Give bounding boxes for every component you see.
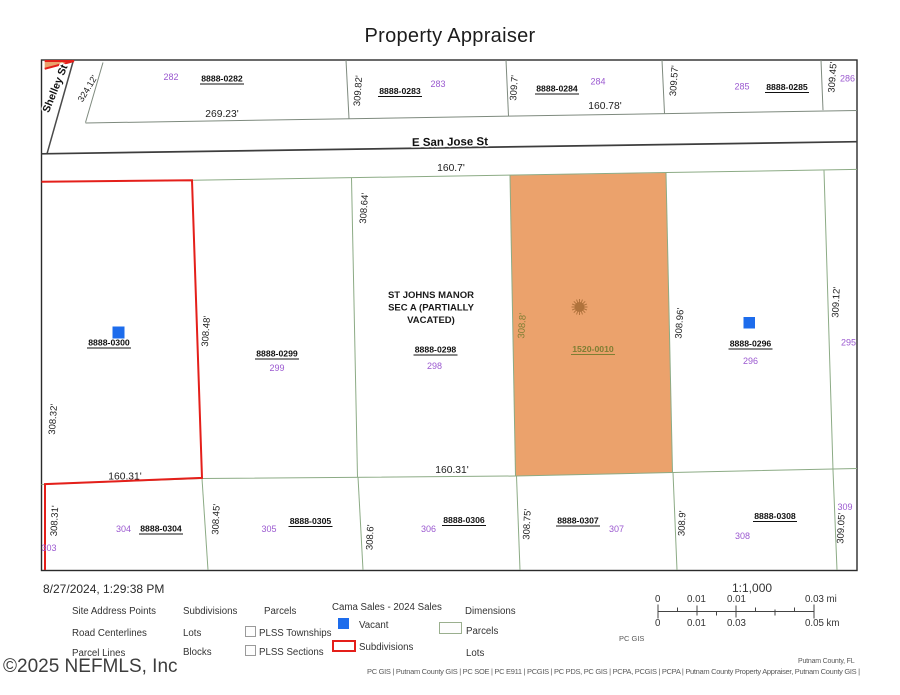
svg-text:160.78': 160.78' — [588, 101, 621, 112]
svg-text:282: 282 — [163, 72, 178, 82]
svg-text:8888-0296: 8888-0296 — [730, 339, 772, 349]
svg-text:8888-0305: 8888-0305 — [290, 516, 332, 526]
svg-text:8888-0298: 8888-0298 — [415, 345, 457, 355]
svg-text:306: 306 — [421, 524, 436, 534]
svg-text:305: 305 — [261, 524, 276, 534]
svg-text:309: 309 — [837, 502, 852, 512]
svg-text:283: 283 — [430, 79, 445, 89]
svg-text:ST JOHNS MANOR: ST JOHNS MANOR — [388, 290, 474, 301]
svg-text:308.48': 308.48' — [200, 315, 213, 347]
svg-text:8888-0304: 8888-0304 — [140, 524, 182, 534]
svg-text:304: 304 — [116, 524, 131, 534]
svg-text:8888-0308: 8888-0308 — [754, 511, 796, 521]
svg-text:VACATED): VACATED) — [407, 315, 455, 326]
svg-text:308.64': 308.64' — [358, 192, 371, 224]
svg-text:8888-0282: 8888-0282 — [201, 74, 243, 84]
svg-text:308.31': 308.31' — [49, 505, 62, 537]
svg-text:308.45': 308.45' — [210, 503, 223, 535]
svg-text:309.45': 309.45' — [826, 61, 839, 93]
svg-text:308.9': 308.9' — [676, 510, 688, 536]
svg-text:303: 303 — [41, 543, 56, 553]
svg-text:285: 285 — [734, 82, 749, 92]
svg-text:160.7': 160.7' — [437, 163, 465, 174]
svg-text:308.32': 308.32' — [47, 403, 60, 435]
svg-text:286: 286 — [840, 74, 855, 84]
svg-text:308: 308 — [735, 531, 750, 541]
svg-text:308.96': 308.96' — [673, 307, 686, 339]
svg-text:309.05': 309.05' — [835, 512, 848, 544]
svg-text:8888-0285: 8888-0285 — [766, 82, 808, 92]
svg-text:309.7': 309.7' — [508, 75, 521, 101]
svg-text:298: 298 — [427, 361, 442, 371]
svg-text:269.23': 269.23' — [205, 109, 238, 120]
svg-text:8888-0299: 8888-0299 — [256, 349, 298, 359]
svg-text:309.12': 309.12' — [830, 286, 843, 318]
svg-text:1520-0010: 1520-0010 — [572, 344, 614, 354]
svg-text:160.31': 160.31' — [435, 465, 468, 476]
svg-text:8888-0283: 8888-0283 — [379, 86, 421, 96]
svg-text:308.75': 308.75' — [521, 508, 534, 540]
svg-text:8888-0284: 8888-0284 — [536, 84, 578, 94]
svg-text:8888-0300: 8888-0300 — [88, 338, 130, 348]
svg-text:E San Jose St: E San Jose St — [412, 136, 488, 149]
svg-text:308.8': 308.8' — [516, 312, 529, 338]
svg-text:309.57': 309.57' — [668, 65, 681, 97]
svg-text:8888-0306: 8888-0306 — [443, 515, 485, 525]
svg-text:307: 307 — [609, 524, 624, 534]
svg-text:299: 299 — [269, 363, 284, 373]
svg-text:8888-0307: 8888-0307 — [557, 516, 599, 526]
svg-text:309.82': 309.82' — [352, 75, 365, 107]
svg-text:296: 296 — [743, 356, 758, 366]
svg-text:308.6': 308.6' — [364, 524, 376, 550]
svg-text:284: 284 — [590, 77, 605, 87]
svg-text:160.31': 160.31' — [108, 472, 141, 483]
svg-text:295: 295 — [841, 338, 856, 348]
svg-text:SEC A (PARTIALLY: SEC A (PARTIALLY — [388, 303, 475, 314]
